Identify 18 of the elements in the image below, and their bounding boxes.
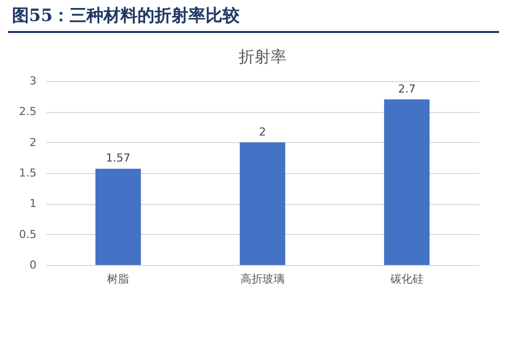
bar [240,142,286,265]
x-tick-label: 高折玻璃 [240,272,284,286]
y-tick-label: 1.5 [19,166,36,180]
bar [384,99,430,265]
x-tick-label: 树脂 [107,272,130,286]
data-label: 2.7 [398,82,416,96]
y-tick-label: 3 [30,74,36,88]
y-tick-label: 0.5 [19,228,36,241]
y-tick-label: 1 [30,197,36,210]
y-tick-label: 2.5 [19,105,36,118]
data-label: 1.57 [106,152,130,165]
chart-subtitle: 折射率 [238,47,286,66]
y-tick-label: 2 [30,136,36,149]
y-tick-label: 0 [30,258,36,272]
x-tick-label: 碳化硅 [389,272,424,286]
chart-title: 图55：三种材料的折射率比较 [8,4,499,33]
bar [95,168,141,265]
data-label: 2 [259,125,266,138]
